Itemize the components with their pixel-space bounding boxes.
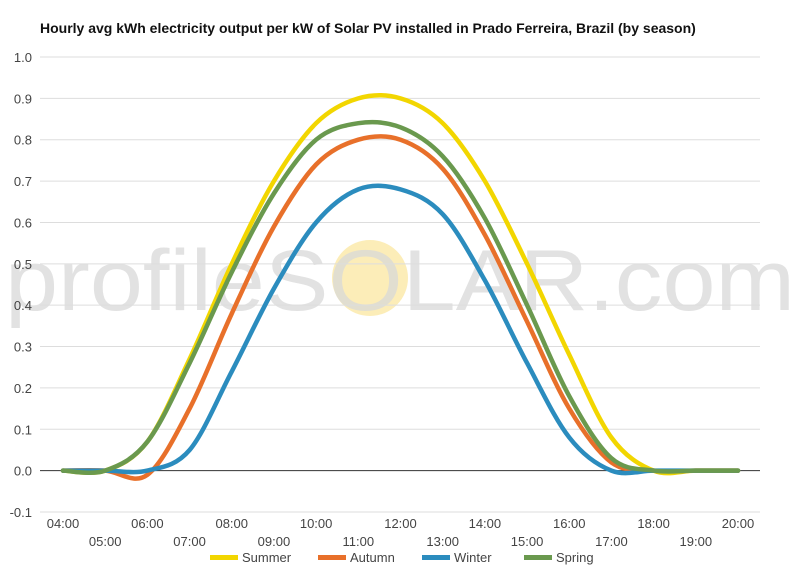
x-tick-label: 12:00 [384,516,417,531]
watermark-sun [332,240,408,316]
x-tick-label: 11:00 [343,534,375,549]
x-tick-label: 16:00 [553,516,586,531]
x-tick-label: 14:00 [469,516,502,531]
x-tick-label: 04:00 [47,516,80,531]
x-tick-label: 13:00 [426,534,459,549]
y-tick-label: 0.7 [14,174,32,189]
chart-title: Hourly avg kWh electricity output per kW… [40,20,696,36]
legend-swatch-summer [210,555,238,560]
watermark-text: profileSOLAR.com [5,233,795,329]
y-axis: -0.1 0.0 0.1 0.2 0.3 0.4 0.5 0.6 0.7 0.8 0.9 1.0 [10,50,32,520]
y-tick-label: 1.0 [14,50,32,65]
legend-swatch-autumn [318,555,346,560]
x-tick-label: 08:00 [215,516,248,531]
x-tick-label: 15:00 [511,534,544,549]
x-tick-label: 18:00 [637,516,670,531]
legend: Summer Autumn Winter Spring [210,550,594,565]
x-tick-label: 17:00 [595,534,628,549]
series-line-winter [60,183,741,476]
series-lines [60,93,741,481]
x-tick-label: 05:00 [89,534,122,549]
watermark: profileSOLAR.com [5,233,795,329]
x-tick-label: 20:00 [722,516,755,531]
legend-label-autumn: Autumn [350,550,395,565]
x-tick-label: 09:00 [258,534,291,549]
legend-label-summer: Summer [242,550,292,565]
y-tick-label: 0.6 [14,215,32,230]
y-tick-label: 0.3 [14,340,32,355]
y-tick-label: 0.4 [14,298,32,313]
y-tick-label: 0.9 [14,91,32,106]
series-line-autumn [60,134,741,481]
x-tick-label: 06:00 [131,516,164,531]
y-tick-label: -0.1 [10,505,32,520]
x-axis: 04:00 05:00 06:00 07:00 08:00 09:00 10:00 11:00… [47,516,755,549]
x-tick-label: 10:00 [300,516,333,531]
y-tick-label: 0.5 [14,257,32,272]
y-tick-label: 0.0 [14,464,32,479]
y-tick-label: 0.1 [14,422,32,437]
legend-swatch-spring [524,555,552,560]
legend-label-winter: Winter [454,550,492,565]
legend-swatch-winter [422,555,450,560]
y-tick-label: 0.2 [14,381,32,396]
x-tick-label: 07:00 [173,534,206,549]
x-tick-label: 19:00 [680,534,713,549]
y-tick-label: 0.8 [14,133,32,148]
legend-label-spring: Spring [556,550,594,565]
series-line-spring [60,119,741,476]
